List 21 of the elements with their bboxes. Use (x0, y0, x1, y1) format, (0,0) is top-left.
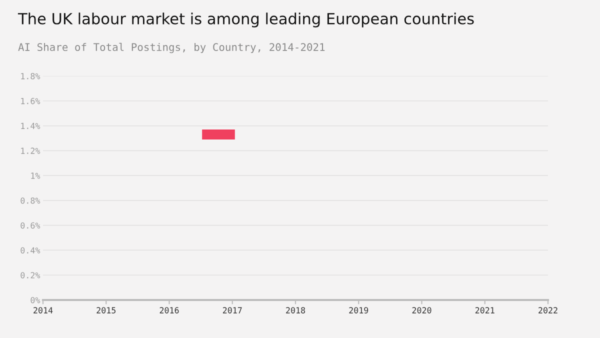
x-tick-label: 2014 (34, 307, 53, 314)
y-tick-label: 1.4% (21, 122, 40, 129)
y-tick-label: 0.6% (20, 222, 40, 229)
x-tick-label: 2015 (96, 307, 116, 314)
x-tick-label: 2022 (538, 307, 558, 314)
x-tick-label: 2018 (286, 307, 305, 314)
y-tick-label: 0% (30, 297, 40, 304)
x-tick-label: 2016 (160, 307, 179, 314)
y-tick-label: 0.4% (20, 247, 40, 254)
x-tick-label: 2017 (222, 307, 242, 314)
y-tick-label: 0.8% (20, 197, 40, 204)
y-tick-label: 1% (31, 172, 40, 179)
y-tick-label: 0.2% (20, 272, 40, 278)
y-tick-label: 1.2% (21, 148, 40, 154)
x-tick-label: 2021 (475, 307, 494, 314)
x-tick-label: 2020 (412, 307, 432, 314)
y-tick-label: 1.6% (21, 98, 40, 104)
y-tick-label: 1.8% (21, 73, 40, 80)
chart-title: The UK labour market is among leading European countries (18, 12, 474, 28)
chart-subtitle: AI Share of Total Postings, by Country, 2014-2021 (18, 42, 325, 54)
x-tick-label: 2019 (349, 307, 368, 314)
